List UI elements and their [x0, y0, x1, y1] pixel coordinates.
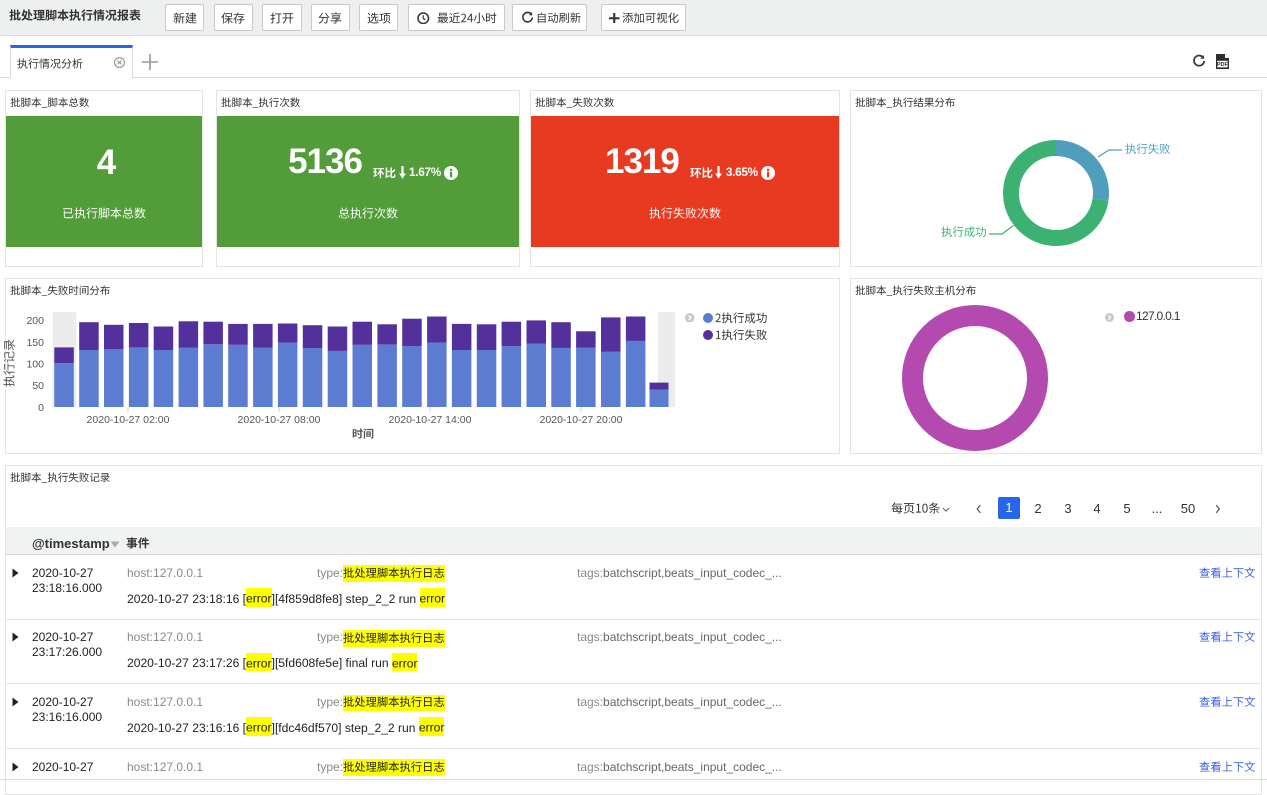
svg-text:0: 0 [38, 402, 44, 414]
svg-text:2020-10-27 08:00: 2020-10-27 08:00 [238, 414, 321, 426]
svg-text:PDF: PDF [1217, 62, 1229, 68]
svg-text:2020-10-27 02:00: 2020-10-27 02:00 [87, 414, 170, 426]
svg-text:50: 50 [32, 380, 44, 392]
svg-text:150: 150 [26, 337, 44, 349]
svg-text:100: 100 [26, 359, 44, 371]
svg-text:200: 200 [26, 315, 44, 327]
svg-text:2020-10-27 20:00: 2020-10-27 20:00 [540, 414, 623, 426]
svg-text:2020-10-27 14:00: 2020-10-27 14:00 [389, 414, 472, 426]
